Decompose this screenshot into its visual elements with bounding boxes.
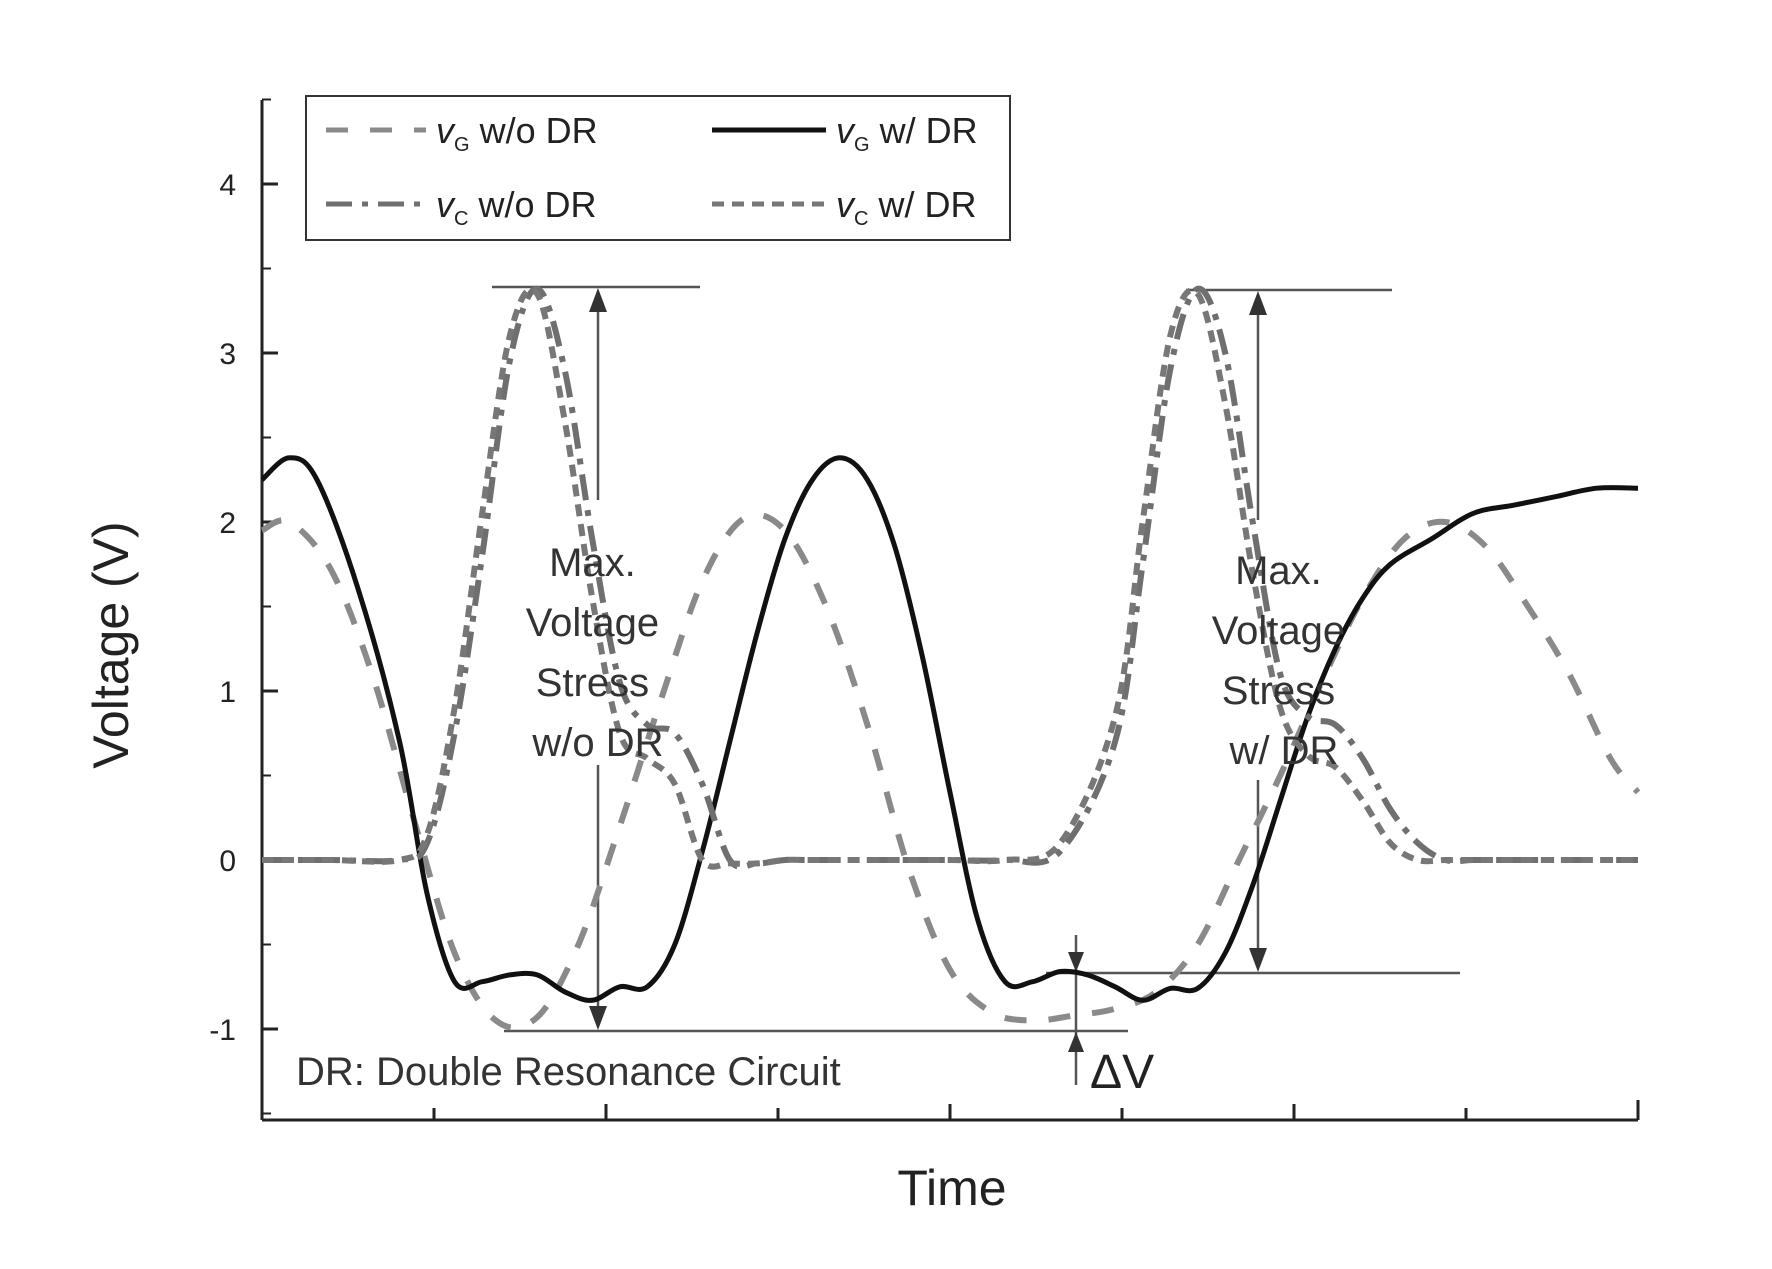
delta-v-label: ΔV bbox=[1090, 1046, 1154, 1099]
y-tick-label: 4 bbox=[219, 169, 236, 202]
arrowhead-up-wo bbox=[589, 288, 607, 312]
stress-label-wo: Max. Voltage Stress w/o DR bbox=[526, 541, 671, 765]
dr-note: DR: Double Resonance Circuit bbox=[296, 1050, 841, 1094]
y-tick-label: -1 bbox=[209, 1014, 236, 1047]
arrowhead-dv-down bbox=[1068, 1032, 1084, 1052]
stress-label-wo-line3: Stress bbox=[536, 661, 649, 705]
stress-label-wo-line2: Voltage bbox=[526, 601, 659, 645]
stress-label-w-line4: w/ DR bbox=[1229, 729, 1339, 773]
stress-label-wo-line4: w/o DR bbox=[531, 721, 663, 765]
arrowhead-down-wo bbox=[589, 1006, 607, 1030]
y-tick-label: 1 bbox=[219, 676, 236, 709]
arrowhead-up-w bbox=[1249, 291, 1267, 315]
arrowhead-dv-up bbox=[1068, 952, 1084, 972]
x-tick-group bbox=[434, 1104, 1466, 1120]
series-layer bbox=[262, 289, 1638, 1028]
series-line-1 bbox=[262, 458, 1638, 1001]
stress-label-w-line2: Voltage bbox=[1212, 609, 1345, 653]
y-tick-label: 0 bbox=[219, 845, 236, 878]
y-axis-title: Voltage (V) bbox=[83, 521, 139, 768]
legend: vG w/o DR vG w/ DR vC w/o DR vC w/ DR bbox=[306, 96, 1010, 240]
stress-label-w-line3: Stress bbox=[1222, 669, 1335, 713]
y-tick-label: 2 bbox=[219, 507, 236, 540]
stress-label-w-line1: Max. bbox=[1235, 549, 1322, 593]
arrowhead-down-w bbox=[1249, 948, 1267, 972]
y-tick-label: 3 bbox=[219, 338, 236, 371]
y-tick-group: -1 0 1 2 3 4 bbox=[209, 100, 278, 1114]
stress-label-wo-line1: Max. bbox=[549, 541, 636, 585]
x-axis-title: Time bbox=[897, 1160, 1006, 1216]
